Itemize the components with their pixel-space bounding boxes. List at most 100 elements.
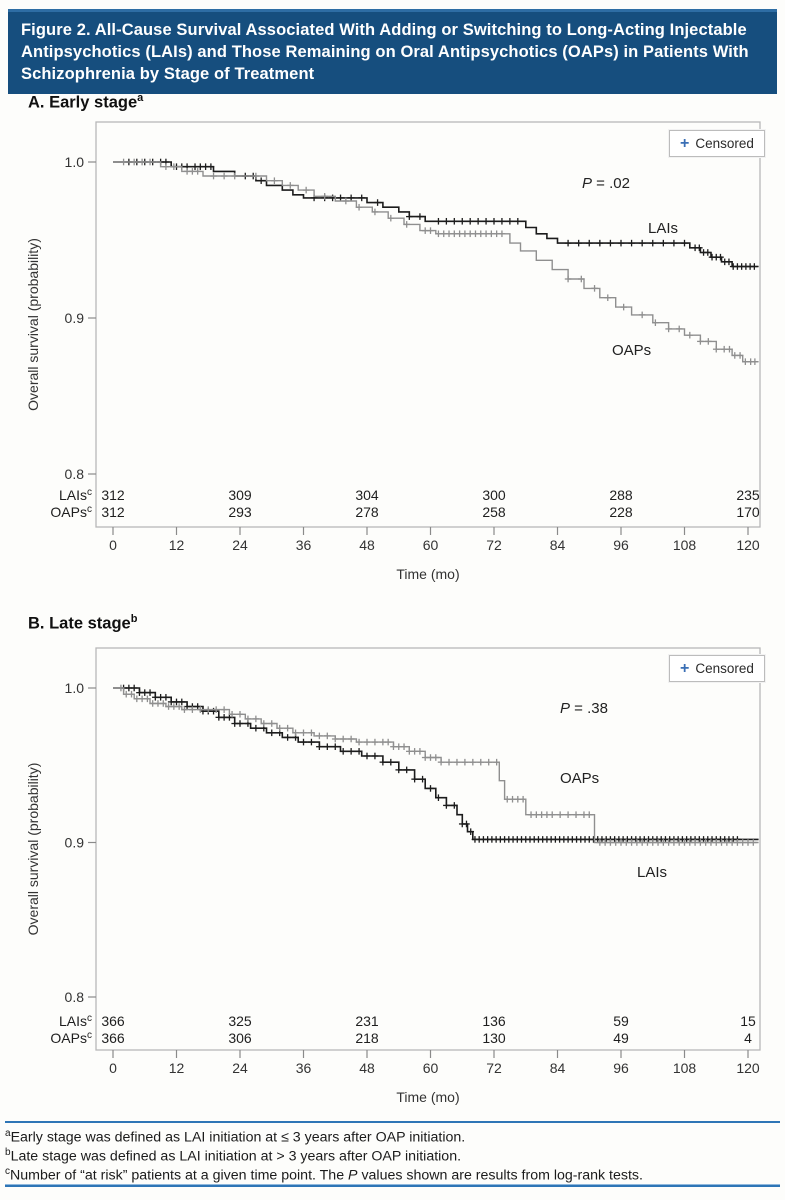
x-tick-label: 108	[673, 537, 697, 553]
x-tick-label: 96	[613, 1060, 629, 1076]
footnote-a-superscript: a	[5, 1128, 11, 1139]
x-tick-label: 36	[296, 1060, 312, 1076]
x-axis-label: Time (mo)	[396, 566, 459, 582]
y-tick-label: 0.9	[65, 310, 85, 326]
y-tick-label: 1.0	[65, 680, 85, 696]
y-tick-label: 1.0	[65, 154, 85, 170]
oaps-censor-marks	[117, 684, 757, 846]
x-tick-label: 36	[296, 537, 312, 553]
footnote-b-superscript: b	[5, 1146, 11, 1158]
oaps-censor-marks	[120, 158, 759, 365]
x-tick-label: 48	[359, 537, 375, 553]
at-risk-count: 288	[609, 487, 633, 503]
at-risk-count: 235	[736, 487, 760, 503]
lais-curve	[113, 161, 759, 268]
at-risk-count: 130	[482, 1030, 506, 1046]
footnotes-block: aEarly stage was defined as LAI initiati…	[5, 1121, 780, 1184]
at-risk-count: 304	[355, 487, 379, 503]
at-risk-count: 228	[609, 504, 633, 520]
y-tick-label: 0.8	[65, 989, 85, 1005]
at-risk-count: 325	[228, 1013, 252, 1029]
y-tick-label: 0.8	[65, 466, 85, 482]
censored-legend-panel-b: + Censored	[669, 655, 765, 682]
at-risk-count: 170	[736, 504, 760, 520]
panel-b-title: B. Late stageb	[28, 613, 137, 634]
survival-panel-a: 1.0 0.9 0.8 0 12 24 36 48 60 72 84 96 108 120 Time (mo…	[25, 121, 761, 582]
lais-series-label: LAIs	[637, 864, 667, 881]
at-risk-count: 4	[744, 1030, 752, 1046]
oaps-curve	[113, 161, 759, 363]
x-tick-label: 120	[736, 1060, 760, 1076]
x-tick-label: 48	[359, 1060, 375, 1076]
at-risk-count: 293	[228, 504, 252, 520]
footnote-c: cNumber of “at risk” patients at a given…	[5, 1166, 780, 1185]
footnote-b-text: Late stage was defined as LAI initiation…	[10, 1148, 462, 1165]
x-tick-label: 0	[109, 537, 117, 553]
p-value: P = .02	[582, 175, 630, 192]
censored-plus-icon: +	[680, 659, 690, 677]
censored-legend-panel-a: + Censored	[669, 130, 765, 157]
at-risk-count: 218	[355, 1030, 379, 1046]
at-risk-count: 258	[482, 504, 506, 520]
at-risk-count: 306	[228, 1030, 252, 1046]
at-risk-count: 309	[228, 487, 252, 503]
panel-a-title: A. Early stagea	[28, 92, 143, 113]
x-tick-label: 120	[736, 537, 760, 553]
censored-legend-label: Censored	[695, 661, 754, 676]
p-value: P = .38	[560, 700, 608, 717]
plot-frame	[95, 647, 761, 1051]
panel-a-title-superscript: a	[137, 92, 144, 104]
y-axis-label: Overall survival (probability)	[25, 238, 41, 411]
x-tick-label: 24	[232, 1060, 248, 1076]
at-risk-count: 366	[101, 1013, 125, 1029]
at-risk-count: 300	[482, 487, 506, 503]
panel-a-title-text: A. Early stage	[28, 93, 138, 112]
censored-plus-icon: +	[680, 134, 690, 152]
x-tick-label: 12	[169, 537, 185, 553]
bottom-rule	[5, 1184, 780, 1187]
panel-b-title-superscript: b	[130, 613, 138, 625]
footnote-a: aEarly stage was defined as LAI initiati…	[5, 1128, 780, 1147]
x-tick-label: 60	[423, 537, 439, 553]
footnote-c-text-end: values shown are results from log-rank t…	[357, 1167, 643, 1184]
at-risk-count: 312	[101, 487, 125, 503]
at-risk-count: 366	[101, 1030, 125, 1046]
footnote-a-text: Early stage was defined as LAI initiatio…	[10, 1129, 466, 1146]
at-risk-count: 59	[613, 1013, 629, 1029]
at-risk-count: 312	[101, 504, 125, 520]
x-axis-label: Time (mo)	[396, 1089, 459, 1105]
at-risk-count: 231	[355, 1013, 379, 1029]
x-tick-label: 24	[232, 537, 248, 553]
at-risk-row-label: LAIsc	[59, 1013, 92, 1029]
at-risk-row-label: LAIsc	[59, 487, 92, 503]
at-risk-row-label: OAPsc	[50, 504, 92, 520]
plot-frame	[95, 121, 761, 528]
x-tick-label: 72	[486, 537, 502, 553]
oaps-series-label: OAPs	[560, 770, 599, 787]
oaps-series-label: OAPs	[612, 342, 651, 359]
x-tick-label: 84	[550, 537, 566, 553]
at-risk-row-label: OAPsc	[50, 1030, 92, 1046]
figure-title: Figure 2. All-Cause Survival Associated …	[21, 21, 749, 84]
survival-panel-b: 1.0 0.9 0.8 0 12 24 36 48 60 72 84 96 108 120 Time (mo…	[25, 647, 761, 1105]
lais-series-label: LAIs	[648, 220, 678, 237]
footnote-b: bLate stage was defined as LAI initiatio…	[5, 1147, 780, 1166]
x-tick-label: 0	[109, 1060, 117, 1076]
footnote-c-superscript: c	[5, 1165, 10, 1177]
y-tick-label: 0.9	[65, 835, 85, 851]
footnote-c-text: Number of “at risk” patients at a given …	[10, 1167, 349, 1184]
at-risk-count: 136	[482, 1013, 506, 1029]
at-risk-count: 278	[355, 504, 379, 520]
at-risk-count: 15	[740, 1013, 756, 1029]
x-tick-label: 12	[169, 1060, 185, 1076]
x-tick-label: 60	[423, 1060, 439, 1076]
x-tick-label: 72	[486, 1060, 502, 1076]
x-tick-label: 108	[673, 1060, 697, 1076]
x-tick-label: 96	[613, 537, 629, 553]
footnote-c-italic-p: P	[348, 1167, 358, 1184]
figure-header: Figure 2. All-Cause Survival Associated …	[8, 9, 777, 95]
at-risk-count: 49	[613, 1030, 629, 1046]
censored-legend-label: Censored	[695, 136, 754, 151]
